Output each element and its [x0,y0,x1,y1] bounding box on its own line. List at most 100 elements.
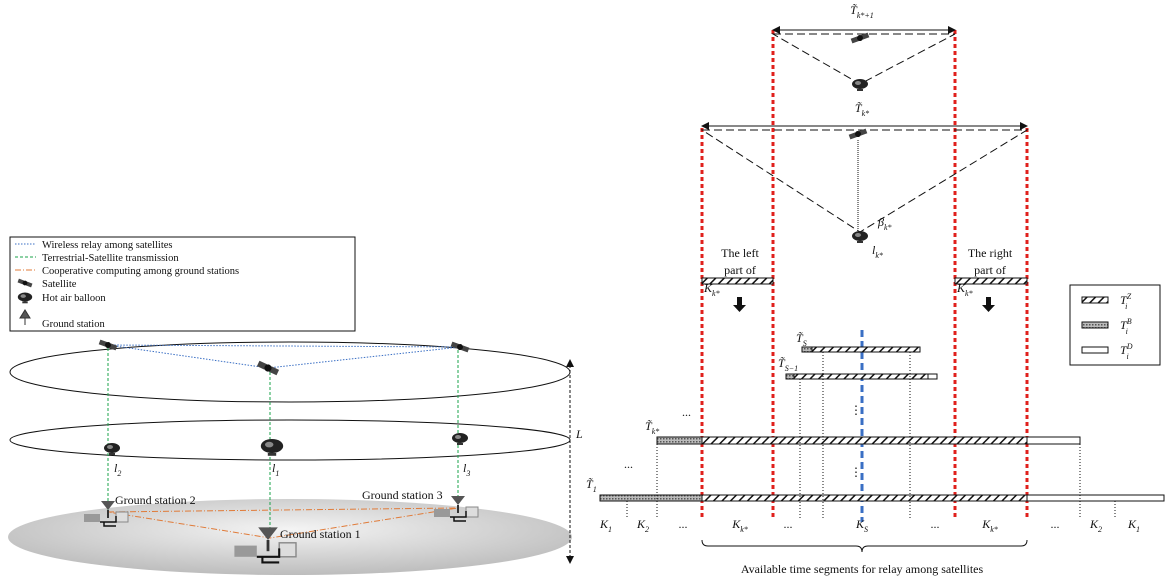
row-bar [599,494,703,502]
label-base: T̃ [855,101,863,115]
label-base: l [872,243,876,257]
label-sub: i [1126,327,1128,336]
ellipsis: ... [624,457,633,471]
legend-entry: TZ i [1120,292,1132,311]
ellipsis: ... [682,405,691,419]
label-sub: k*+1 [857,11,874,20]
legend-entry: Wireless relay among satellites [42,240,173,251]
label-sub: 3 [465,469,470,478]
ground-station-label: Ground station 3 [362,488,443,502]
balloon [852,231,868,243]
label-base: T̃ [586,477,594,491]
legend-icon [19,309,31,325]
label-base: K [599,517,609,531]
right-part-bar [954,277,1028,285]
label-base: T̃ [645,419,653,433]
label-base: l [114,461,118,475]
label-sub: k* [652,427,660,436]
segment-label: K2 [636,517,649,534]
row-label: T̃S [796,331,807,348]
row-bar [1026,436,1081,445]
row-bar [701,436,1028,445]
coverage-triangle [771,33,956,85]
label-sup: D [1126,342,1133,351]
label-sub: k* [712,289,720,298]
angle-label: βk* [877,215,892,232]
segment-label: K1 [599,517,612,534]
label-base: β [877,215,884,229]
label-sub: S−1 [785,364,798,373]
part-label: part of [724,263,756,277]
label-base: K [855,517,865,531]
label-base: l [272,461,276,475]
window-label: T̃k*+1 [850,3,874,20]
label-base: T̃ [778,356,786,370]
label-sub: 1 [608,525,612,534]
balloon [260,439,284,456]
ground-station-label: Ground station 2 [115,493,196,507]
balloon [852,79,868,91]
balloon [452,433,468,445]
segment-label: ... [679,517,688,531]
segment-label: K2 [1089,517,1102,534]
row-label: T̃S−1 [778,356,798,373]
label-base: l [463,461,467,475]
label-sub: k* [740,525,748,534]
label-sub: i [1125,302,1127,311]
segment-label: Kk* [981,517,998,534]
label-sub: k* [965,289,973,298]
label-sub: i [1126,352,1128,361]
altitude-label: L [575,427,583,441]
label-base: K [981,517,991,531]
legend-entry: Cooperative computing among ground stati… [42,266,239,277]
segment-label: ... [931,517,940,531]
satellite [450,341,470,353]
row-bar [927,373,938,380]
label-base: K [1127,517,1137,531]
label-base: T̃ [796,331,804,345]
label-sub: k* [990,525,998,534]
legend-swatch [1081,346,1109,354]
legend-entry: Satellite [42,279,77,290]
label-sub: 1 [1136,525,1140,534]
cooperation-links [107,507,459,539]
row-bar [811,346,921,353]
coverage-triangle [700,129,1029,233]
relay-links [107,344,461,369]
label-base: K [636,517,646,531]
legend-box [9,236,356,332]
segment-label: ... [784,517,793,531]
label-base: T [1120,318,1128,332]
label-base: T̃ [850,3,858,17]
label-sub: 2 [1098,525,1102,534]
label-sub: S [864,525,868,534]
label-sub: k* [875,251,883,260]
link-label: l2 [114,461,121,478]
segment-label: K1 [1127,517,1140,534]
satellite-orbit [9,341,571,403]
left-part-bar [701,277,774,285]
label-base: K [1089,517,1099,531]
ground-station-label: Ground station 1 [280,527,361,541]
legend-swatch [1081,321,1109,329]
label-sub: k* [884,223,892,232]
legend-entry: TB i [1120,317,1132,336]
vdots: ⋮ [850,403,862,417]
segment-label: ... [1051,517,1060,531]
brace [701,539,1028,553]
down-arrow [733,297,746,312]
row-bar [793,373,929,380]
segment-label: KS [855,517,868,534]
part-label: part of [974,263,1006,277]
row-bar [701,494,1028,502]
down-arrow [982,297,995,312]
link-label: l3 [463,461,470,478]
part-label: Kk* [703,281,720,298]
balloon-layer [9,419,571,461]
satellite [256,360,280,376]
legend-entry: TD i [1120,342,1133,361]
label-sup: Z [1127,292,1132,301]
part-label: The left [721,246,759,260]
label-sub: S [803,339,807,348]
